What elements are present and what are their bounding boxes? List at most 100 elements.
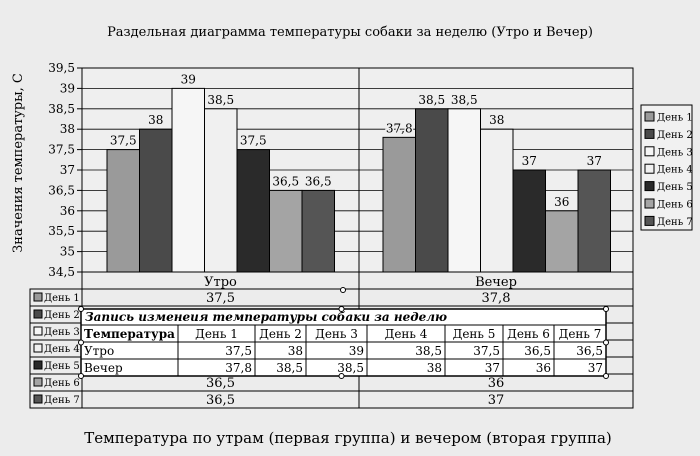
bar bbox=[512, 169, 546, 273]
data-table-series-name: День 6 bbox=[44, 378, 80, 389]
legend-label: День 3 bbox=[657, 147, 693, 158]
overlay-cell: 37,8 bbox=[225, 361, 252, 375]
data-table-series-name: День 4 bbox=[44, 344, 80, 355]
bar-value-label: 36,5 bbox=[272, 174, 299, 188]
data-table-swatch bbox=[33, 309, 43, 319]
data-table-series-name: День 7 bbox=[44, 395, 80, 406]
data-table-cell: 36,5 bbox=[206, 376, 235, 391]
resize-handle bbox=[338, 373, 345, 379]
bar-value-label: 38,5 bbox=[418, 93, 445, 107]
bar-value-label: 39 bbox=[181, 72, 196, 86]
bar bbox=[269, 189, 303, 273]
y-tick-label: 39,5 bbox=[48, 61, 75, 75]
resize-handle bbox=[78, 373, 84, 379]
data-table-series-name: День 1 bbox=[44, 293, 80, 304]
overlay-cell: 38 bbox=[427, 361, 442, 375]
bar-value-label: 38 bbox=[489, 113, 504, 127]
data-table-series-name: День 3 bbox=[44, 327, 80, 338]
overlay-cell: 38,5 bbox=[337, 361, 364, 375]
resize-handle bbox=[603, 339, 609, 346]
data-table-series-name: День 5 bbox=[44, 361, 80, 372]
bar bbox=[236, 149, 270, 273]
overlay-cell: 37,5 bbox=[225, 344, 252, 358]
bar-value-label: 36,5 bbox=[305, 174, 332, 188]
data-table-cell: 37,8 bbox=[482, 291, 511, 306]
data-table-cell: 37 bbox=[488, 393, 505, 408]
legend-swatch bbox=[644, 111, 655, 122]
bar-value-label: 36 bbox=[554, 195, 569, 209]
data-table-swatch bbox=[33, 394, 43, 404]
overlay-cell: 38,5 bbox=[276, 361, 303, 375]
y-tick-label: 39 bbox=[60, 81, 75, 95]
bar bbox=[545, 210, 579, 273]
legend: День 1 День 2 День 3 День 4 День 5 День 6 День… bbox=[640, 104, 693, 231]
bar bbox=[204, 108, 238, 273]
overlay-table: Запись изменеия температуры собаки за не… bbox=[78, 287, 609, 379]
bar-value-label: 37,5 bbox=[240, 134, 267, 148]
bars-group: 37,5 37,8 38 38,5 39 38,5 38,5 38 37,5 37 36,5 36 36… bbox=[106, 71, 611, 273]
legend-label: День 7 bbox=[657, 217, 693, 228]
overlay-row-label: Утро bbox=[84, 344, 114, 358]
category-label: Вечер bbox=[475, 275, 517, 290]
data-table-cell: 36,5 bbox=[206, 393, 235, 408]
bar bbox=[301, 189, 335, 273]
legend-label: День 1 bbox=[657, 113, 693, 124]
legend-swatch bbox=[644, 163, 655, 174]
bar bbox=[577, 169, 611, 273]
category-label: Утро bbox=[204, 275, 237, 290]
y-tick-label: 35,5 bbox=[48, 224, 75, 238]
data-table-swatch bbox=[33, 360, 43, 370]
legend-swatch bbox=[644, 146, 655, 157]
overlay-header-cell: День 7 bbox=[559, 327, 602, 341]
overlay-header-cell: День 1 bbox=[195, 327, 238, 341]
bar bbox=[415, 108, 449, 273]
x-axis-label: Температура по утрам (первая группа) и в… bbox=[84, 429, 612, 447]
bar-value-label: 37 bbox=[522, 154, 537, 168]
overlay-header-cell: День 2 bbox=[259, 327, 302, 341]
y-tick-label: 38,5 bbox=[48, 102, 75, 116]
overlay-cell: 36,5 bbox=[524, 344, 551, 358]
chart-title: Раздельная диаграмма температуры собаки … bbox=[107, 25, 593, 40]
overlay-cell: 36 bbox=[536, 361, 551, 375]
overlay-title: Запись изменеия температуры собаки за не… bbox=[85, 310, 447, 324]
resize-handle bbox=[338, 306, 345, 312]
bar bbox=[447, 108, 481, 273]
bar bbox=[382, 136, 416, 273]
y-tick-label: 36,5 bbox=[48, 183, 75, 197]
data-table-series-name: День 2 bbox=[44, 310, 80, 321]
overlay-cell: 39 bbox=[349, 344, 364, 358]
overlay-cell: 37,5 bbox=[473, 344, 500, 358]
legend-swatch bbox=[644, 128, 655, 139]
bar bbox=[171, 87, 205, 273]
legend-label: День 4 bbox=[657, 165, 693, 176]
bar-value-label: 37 bbox=[587, 154, 602, 168]
bar-value-label: 38,5 bbox=[451, 93, 478, 107]
y-tick-label: 36 bbox=[60, 204, 75, 218]
y-tick-label: 38 bbox=[60, 122, 75, 136]
bar-value-label: 38,5 bbox=[207, 93, 234, 107]
resize-handle bbox=[78, 306, 84, 312]
resize-handle bbox=[78, 339, 84, 346]
bar bbox=[480, 128, 514, 273]
data-table-swatch bbox=[33, 377, 43, 387]
y-axis-label: Значения температуры, С bbox=[11, 73, 26, 253]
overlay-cell: 36,5 bbox=[576, 344, 603, 358]
overlay-cell: 37 bbox=[485, 361, 500, 375]
bar-value-label: 37,5 bbox=[110, 134, 137, 148]
overlay-header-cell: Температура bbox=[84, 327, 175, 341]
overlay-cell: 38 bbox=[288, 344, 303, 358]
y-tick-label: 34,5 bbox=[48, 265, 75, 279]
overlay-header-cell: День 6 bbox=[507, 327, 550, 341]
y-tick-label: 37,5 bbox=[48, 143, 75, 157]
legend-swatch bbox=[644, 198, 655, 209]
legend-label: День 5 bbox=[657, 182, 693, 193]
y-tick-label: 37 bbox=[60, 163, 75, 177]
overlay-cell: 37 bbox=[588, 361, 603, 375]
bar bbox=[106, 149, 140, 273]
data-table-swatch bbox=[33, 343, 43, 353]
overlay-row-label: Вечер bbox=[84, 361, 123, 375]
data-table-cell: 36 bbox=[488, 376, 505, 391]
legend-swatch bbox=[644, 181, 655, 192]
overlay-cell: 38,5 bbox=[415, 344, 442, 358]
